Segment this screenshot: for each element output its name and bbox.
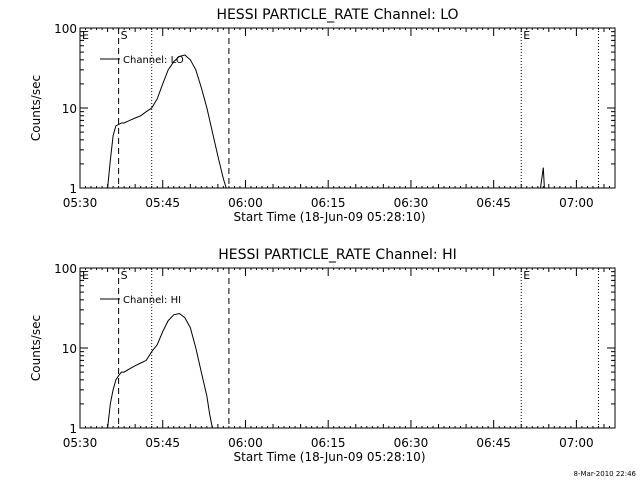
x-tick-label: 06:45: [476, 436, 511, 450]
y-tick-label: 1: [69, 422, 77, 436]
x-tick-label: 05:45: [145, 436, 180, 450]
legend-label: Channel: LO: [123, 55, 184, 66]
x-tick-label: 06:45: [476, 196, 511, 210]
chart-title: HESSI PARTICLE_RATE Channel: LO: [216, 7, 458, 23]
event-marker-label: E: [82, 29, 89, 42]
x-tick-label: 06:00: [228, 196, 263, 210]
x-axis-label: Start Time (18-Jun-09 05:28:10): [234, 210, 426, 224]
x-tick-label: 06:15: [311, 436, 346, 450]
x-tick-label: 07:00: [559, 196, 594, 210]
event-marker-label: E: [82, 269, 89, 282]
footer-timestamp: 8-Mar-2010 22:46: [574, 470, 637, 478]
y-tick-label: 1: [69, 182, 77, 196]
x-tick-label: 06:00: [228, 436, 263, 450]
data-series-line: [107, 312, 213, 428]
event-marker-label: E: [523, 29, 530, 42]
event-marker-label: S: [121, 29, 128, 42]
chart-title: HESSI PARTICLE_RATE Channel: HI: [218, 247, 456, 263]
x-tick-label: 06:30: [394, 196, 429, 210]
x-tick-label: 05:30: [63, 196, 98, 210]
event-marker-label: S: [121, 269, 128, 282]
y-tick-label: 10: [62, 342, 77, 356]
event-marker-label: E: [523, 269, 530, 282]
y-tick-label: 100: [54, 22, 77, 36]
y-axis-label: Counts/sec: [29, 315, 43, 381]
legend-label: Channel: HI: [123, 295, 181, 306]
x-tick-label: 06:15: [311, 196, 346, 210]
x-tick-label: 05:45: [145, 196, 180, 210]
x-tick-label: 05:30: [63, 436, 98, 450]
data-series-line: [540, 167, 545, 188]
x-tick-label: 06:30: [394, 436, 429, 450]
x-axis-label: Start Time (18-Jun-09 05:28:10): [234, 450, 426, 464]
y-axis-label: Counts/sec: [29, 75, 43, 141]
data-series-line: [107, 54, 227, 188]
x-tick-label: 07:00: [559, 436, 594, 450]
y-tick-label: 100: [54, 262, 77, 276]
y-tick-label: 10: [62, 102, 77, 116]
